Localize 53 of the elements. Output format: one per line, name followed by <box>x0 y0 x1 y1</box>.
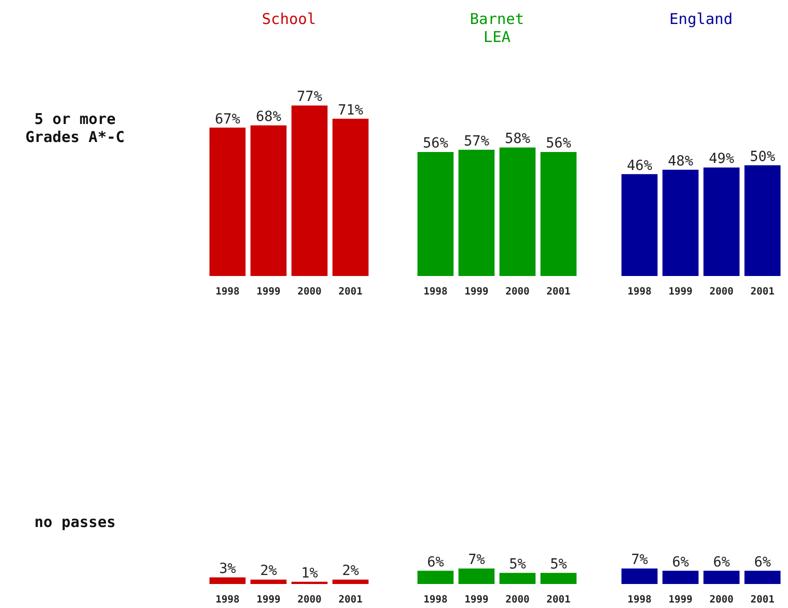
x-tick-label: 2000 <box>297 594 322 606</box>
x-tick-label: 1998 <box>215 594 240 606</box>
data-label: 3% <box>219 560 236 577</box>
chart-title: Barnet LEA <box>468 10 526 48</box>
data-label: 2% <box>260 563 278 580</box>
data-label: 6% <box>427 554 444 570</box>
x-tick-label: 2000 <box>709 594 734 606</box>
data-label: 6% <box>713 554 730 570</box>
x-tick-label: 1998 <box>215 286 240 298</box>
x-tick-label: 1999 <box>256 286 281 298</box>
y-axis-title: no passes <box>33 513 117 531</box>
data-label: 68% <box>256 109 282 126</box>
x-tick-label: 1999 <box>464 286 489 298</box>
data-label: 7% <box>468 552 486 568</box>
x-tick-label: 2001 <box>546 286 571 298</box>
x-tick-label: 2001 <box>338 594 363 606</box>
x-tick-label: 2001 <box>750 286 775 298</box>
x-tick-label: 1999 <box>464 594 489 606</box>
x-tick-label: 1999 <box>668 286 693 298</box>
x-tick-label: 1999 <box>256 594 281 606</box>
x-tick-label: 2000 <box>297 286 322 298</box>
data-label: 56% <box>422 136 449 152</box>
data-label: 46% <box>626 158 653 174</box>
data-label: 6% <box>672 554 690 570</box>
data-label: 2% <box>342 563 360 580</box>
data-label: 1% <box>301 565 318 582</box>
chart-title: School <box>260 10 318 30</box>
x-tick-label: 2000 <box>709 286 734 298</box>
data-label: 5% <box>550 556 568 573</box>
data-label: 56% <box>546 136 572 152</box>
chart-title: England <box>668 10 734 30</box>
x-tick-label: 2001 <box>750 594 775 606</box>
x-tick-label: 2000 <box>505 594 530 606</box>
data-label: 67% <box>214 111 241 128</box>
data-label: 7% <box>631 552 648 568</box>
data-label: 49% <box>708 151 735 168</box>
data-label: 71% <box>338 102 364 118</box>
x-tick-label: 2001 <box>546 594 571 606</box>
data-label: 58% <box>504 131 531 148</box>
data-label: 77% <box>296 89 323 106</box>
x-tick-label: 2000 <box>505 286 530 298</box>
x-tick-label: 1998 <box>627 286 652 298</box>
y-axis-title: 5 or more Grades A*-C <box>24 110 126 146</box>
x-tick-label: 1998 <box>627 594 652 606</box>
data-label: 6% <box>754 554 772 570</box>
data-label: 48% <box>668 153 694 170</box>
x-tick-label: 1998 <box>423 594 448 606</box>
x-tick-label: 2001 <box>338 286 363 298</box>
x-tick-label: 1999 <box>668 594 693 606</box>
data-label: 50% <box>750 148 776 165</box>
data-label: 5% <box>509 556 526 573</box>
data-label: 57% <box>464 133 490 150</box>
x-tick-label: 1998 <box>423 286 448 298</box>
